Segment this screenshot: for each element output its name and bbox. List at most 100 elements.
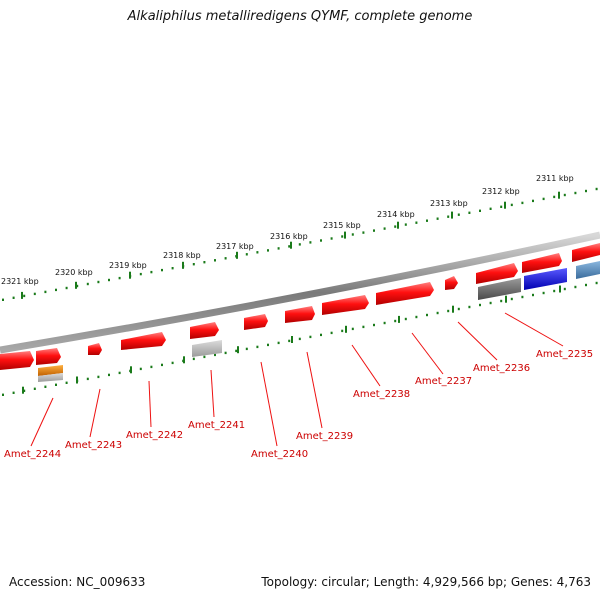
gene-label-amet-2243[interactable]: Amet_2243: [65, 440, 122, 451]
inner-minor-tick: [500, 299, 503, 303]
outer-minor-tick: [2, 298, 4, 301]
gene-label-amet-2240[interactable]: Amet_2240: [251, 449, 308, 460]
outer-major-tick: [290, 241, 292, 249]
gene-labels: Amet_2235 Amet_2236 Amet_2237 Amet_2238 …: [4, 349, 593, 460]
outer-minor-tick: [500, 205, 503, 208]
outer-minor-tick: [86, 282, 89, 286]
inner-major-tick: [22, 386, 24, 394]
accession-text: Accession: NC_009633: [9, 575, 146, 589]
outer-minor-tick: [65, 286, 68, 290]
outer-minor-tick: [532, 199, 534, 203]
inner-major-tick: [291, 336, 293, 343]
gene-arrow[interactable]: [285, 306, 315, 323]
outer-minor-tick: [563, 193, 566, 197]
outer-major-tick: [236, 251, 238, 259]
gene-arrow[interactable]: [322, 295, 369, 315]
outer-minor-tick: [373, 229, 375, 232]
inner-minor-tick: [351, 327, 354, 331]
gene-arrow-blue[interactable]: [524, 268, 567, 290]
outer-minor-tick: [203, 261, 206, 264]
gene-arrow-light-gray[interactable]: [38, 373, 63, 382]
outer-minor-tick: [161, 268, 163, 272]
outer-minor-tick: [44, 290, 47, 294]
inner-major-tick: [183, 356, 185, 364]
gene-arrow[interactable]: [572, 243, 600, 262]
inner-minor-tick: [394, 319, 397, 323]
inner-major-tick: [237, 346, 239, 354]
outer-minor-tick: [118, 276, 121, 280]
inner-minor-tick: [224, 351, 227, 355]
inner-major-tick: [398, 315, 400, 323]
genome-summary-text: Topology: circular; Length: 4,929,566 bp…: [261, 575, 591, 589]
inner-minor-tick: [415, 315, 418, 319]
inner-minor-tick: [203, 355, 206, 359]
inner-minor-tick: [553, 289, 556, 293]
inner-minor-tick: [426, 313, 428, 317]
outer-minor-tick: [415, 221, 418, 224]
outer-minor-tick: [171, 267, 174, 270]
inner-minor-tick: [150, 365, 153, 369]
inner-minor-tick: [161, 363, 163, 367]
gene-arrow[interactable]: [445, 276, 458, 290]
gene-arrow[interactable]: [522, 253, 562, 273]
gene-arrow-steel-blue[interactable]: [576, 261, 600, 279]
outer-minor-tick: [489, 207, 492, 210]
gene-arrow[interactable]: [88, 343, 102, 355]
gene-arrow-gray[interactable]: [478, 278, 521, 300]
inner-minor-tick: [118, 371, 121, 375]
gene-arrow[interactable]: [244, 314, 268, 330]
gene-arrow-orange[interactable]: [38, 365, 63, 376]
inner-minor-tick: [171, 361, 174, 365]
outer-minor-tick: [320, 239, 322, 242]
outer-minor-tick: [383, 227, 386, 230]
scale-label-2321: 2321 kbp: [1, 277, 39, 286]
gene-arrow[interactable]: [36, 348, 61, 365]
gene-arrow[interactable]: [190, 322, 219, 339]
outer-major-tick: [129, 271, 131, 279]
inner-minor-tick: [256, 345, 259, 349]
gene-arrow[interactable]: [476, 263, 518, 284]
inner-minor-tick: [65, 381, 68, 384]
inner-minor-tick: [267, 343, 269, 347]
inner-minor-tick: [341, 329, 344, 333]
scale-label-2317: 2317 kbp: [216, 242, 254, 251]
inner-minor-tick: [108, 373, 110, 377]
gene-label-amet-2238[interactable]: Amet_2238: [353, 389, 410, 400]
inner-minor-tick: [245, 347, 248, 351]
inner-major-tick: [505, 295, 507, 303]
gene-label-amet-2235[interactable]: Amet_2235: [536, 349, 593, 360]
gene-label-amet-2244[interactable]: Amet_2244: [4, 449, 61, 460]
outer-minor-tick: [33, 292, 36, 296]
outer-minor-tick: [574, 191, 577, 195]
outer-minor-tick: [267, 249, 269, 252]
inner-minor-tick: [585, 283, 587, 287]
outer-minor-tick: [97, 280, 100, 284]
outer-minor-tick: [214, 259, 216, 262]
outer-minor-tick: [55, 288, 57, 292]
inner-major-tick: [130, 366, 132, 374]
inner-major-tick: [559, 285, 561, 293]
outer-major-tick: [504, 201, 506, 209]
gene-arrow[interactable]: [121, 332, 166, 350]
inner-major-tick: [345, 325, 347, 333]
inner-minor-tick: [510, 297, 513, 301]
scale-label-2320: 2320 kbp: [55, 268, 93, 277]
inner-minor-tick: [447, 309, 450, 313]
gene-label-amet-2241[interactable]: Amet_2241: [188, 420, 245, 431]
outer-minor-tick: [341, 235, 344, 238]
gene-label-amet-2239[interactable]: Amet_2239: [296, 431, 353, 442]
inner-major-tick: [76, 376, 78, 384]
scale-labels: 2311 kbp 2312 kbp 2313 kbp 2314 kbp 2315…: [1, 174, 574, 286]
gene-arrow-light-gray[interactable]: [192, 340, 222, 357]
gene-label-amet-2242[interactable]: Amet_2242: [126, 430, 183, 441]
inner-minor-tick: [542, 291, 545, 295]
outer-minor-tick: [595, 187, 598, 191]
gene-arrow[interactable]: [0, 351, 34, 370]
gene-label-amet-2236[interactable]: Amet_2236: [473, 363, 530, 374]
outer-minor-tick: [309, 241, 312, 244]
outer-minor-tick: [277, 247, 280, 250]
inner-minor-tick: [574, 285, 577, 289]
gene-arrow[interactable]: [376, 282, 434, 305]
gene-label-amet-2237[interactable]: Amet_2237: [415, 376, 472, 387]
outer-major-tick: [182, 261, 184, 269]
